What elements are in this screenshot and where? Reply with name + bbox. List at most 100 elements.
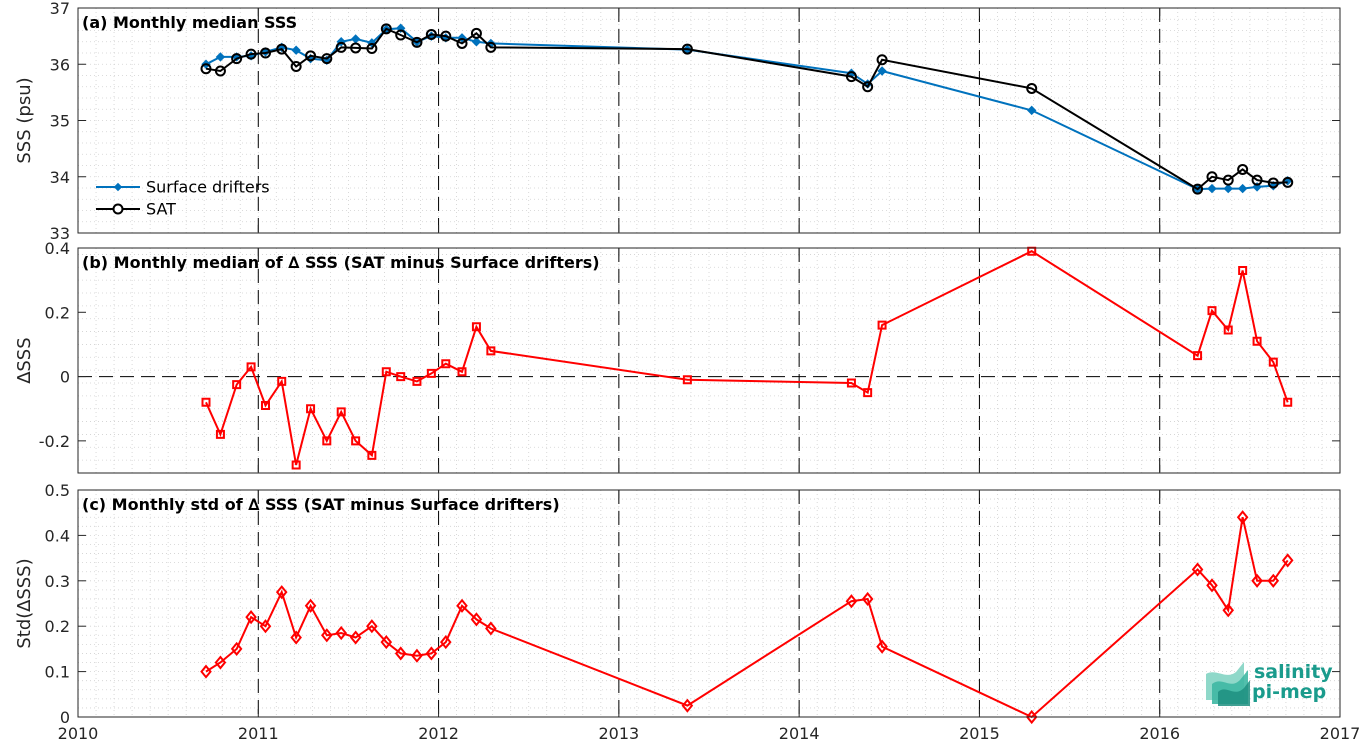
y-tick-label: 0.2 xyxy=(45,617,70,636)
y-tick-label: 36 xyxy=(50,55,70,74)
data-point-marker xyxy=(1267,177,1279,189)
data-point-marker xyxy=(1268,357,1278,367)
data-point-marker xyxy=(1267,573,1280,588)
data-point-marker xyxy=(412,376,422,386)
y-tick-label: 33 xyxy=(50,224,70,243)
data-point-marker xyxy=(485,621,497,636)
data-point-marker xyxy=(456,37,468,49)
data-point-marker xyxy=(862,81,874,93)
data-point-marker xyxy=(335,625,348,641)
data-point-marker xyxy=(232,380,242,390)
data-point-marker xyxy=(290,61,302,72)
data-point-marker xyxy=(1236,510,1249,525)
panel-b-delta-sss: -0.2 0 0.2 0.4 (b) Monthly median of ∆ SSS … xyxy=(14,239,1341,474)
data-point-marker xyxy=(845,594,858,609)
data-point-marker xyxy=(366,619,378,634)
data-point-marker xyxy=(457,367,467,377)
y-tick-label: 0.2 xyxy=(45,303,70,322)
data-point-marker xyxy=(259,47,271,59)
data-point-marker xyxy=(1251,573,1263,588)
data-point-marker xyxy=(1223,325,1233,335)
x-tick-label: 2015 xyxy=(959,724,1000,743)
panel-b-ylabel: ∆SSS xyxy=(14,337,35,384)
data-point-marker xyxy=(1027,105,1037,116)
legend-label-sat: SAT xyxy=(146,200,176,219)
panel-a-sss: 33 34 35 36 37 (a) Monthly median SSS SSS (p… xyxy=(14,0,1341,243)
data-point-marker xyxy=(471,37,482,47)
salinity-pi-mep-logo: salinity pi-mep xyxy=(1206,661,1333,706)
data-point-marker xyxy=(200,664,212,679)
data-point-marker xyxy=(231,53,243,65)
data-point-marker xyxy=(411,648,423,663)
data-point-marker xyxy=(1206,578,1218,593)
data-point-marker xyxy=(485,41,497,53)
data-point-marker xyxy=(275,585,288,600)
x-tick-label: 2013 xyxy=(598,724,639,743)
data-point-marker xyxy=(367,450,377,460)
data-point-marker xyxy=(471,322,481,332)
data-point-marker xyxy=(1223,183,1233,194)
data-point-marker xyxy=(1282,176,1294,188)
y-tick-label: 34 xyxy=(50,168,70,187)
data-point-marker xyxy=(246,362,256,372)
data-point-marker xyxy=(1237,163,1249,175)
panel-a-title: (a) Monthly median SSS xyxy=(82,13,297,32)
data-point-marker xyxy=(440,30,452,42)
data-point-marker xyxy=(470,27,482,39)
data-point-marker xyxy=(214,655,227,670)
data-point-marker xyxy=(366,43,378,54)
data-point-marker xyxy=(350,42,362,54)
panel-c-title: (c) Monthly std of ∆ SSS (SAT minus Surf… xyxy=(82,495,560,514)
data-point-marker xyxy=(215,52,226,62)
data-point-marker xyxy=(396,372,406,382)
y-tick-label: 0 xyxy=(60,368,70,387)
data-point-marker xyxy=(305,50,317,62)
data-point-marker xyxy=(380,23,392,35)
data-point-marker xyxy=(290,630,302,645)
legend: Surface drifters SAT xyxy=(96,178,270,219)
data-point-marker xyxy=(425,28,437,40)
y-tick-label: 37 xyxy=(50,0,70,18)
data-point-marker xyxy=(1207,183,1217,194)
data-point-marker xyxy=(381,367,391,377)
data-point-marker xyxy=(291,45,301,55)
data-point-marker xyxy=(486,346,496,356)
data-point-marker xyxy=(1222,174,1234,186)
data-point-marker xyxy=(876,639,888,654)
data-point-marker xyxy=(277,376,287,386)
data-point-marker xyxy=(1238,266,1248,275)
data-point-marker xyxy=(470,612,483,627)
data-point-marker xyxy=(1251,174,1263,186)
data-point-marker xyxy=(876,54,888,66)
wave-logo-icon xyxy=(1206,662,1250,706)
data-point-marker xyxy=(861,591,874,607)
data-point-marker xyxy=(1281,553,1294,568)
x-tick-label: 2012 xyxy=(418,724,459,743)
data-point-marker xyxy=(215,429,225,439)
data-point-marker xyxy=(395,29,407,41)
panel-c-ylabel: Std(∆SSS) xyxy=(14,558,35,648)
y-tick-label: 0.3 xyxy=(45,572,70,591)
x-tick-label: 2017 xyxy=(1320,724,1361,743)
legend-item-surface-drifters: Surface drifters xyxy=(96,178,270,197)
data-point-marker xyxy=(411,36,423,48)
data-point-marker xyxy=(306,404,316,414)
data-point-marker xyxy=(245,48,257,60)
data-point-marker xyxy=(681,43,693,55)
data-point-marker xyxy=(441,359,451,369)
logo-text-salinity: salinity xyxy=(1254,661,1333,683)
x-tick-label: 2010 xyxy=(58,724,99,743)
data-point-marker xyxy=(682,375,692,385)
data-point-marker xyxy=(304,598,317,613)
series-line-panel-1 xyxy=(205,250,1289,466)
data-point-marker xyxy=(863,388,873,398)
data-point-marker xyxy=(877,66,887,76)
legend-item-sat: SAT xyxy=(96,200,176,219)
data-point-marker xyxy=(260,401,270,410)
data-point-marker xyxy=(1193,351,1203,361)
data-point-marker xyxy=(321,53,333,65)
x-tick-label: 2016 xyxy=(1139,724,1180,743)
y-tick-label: 0.4 xyxy=(45,239,70,258)
panel-b-title: (b) Monthly median of ∆ SSS (SAT minus S… xyxy=(82,253,600,272)
